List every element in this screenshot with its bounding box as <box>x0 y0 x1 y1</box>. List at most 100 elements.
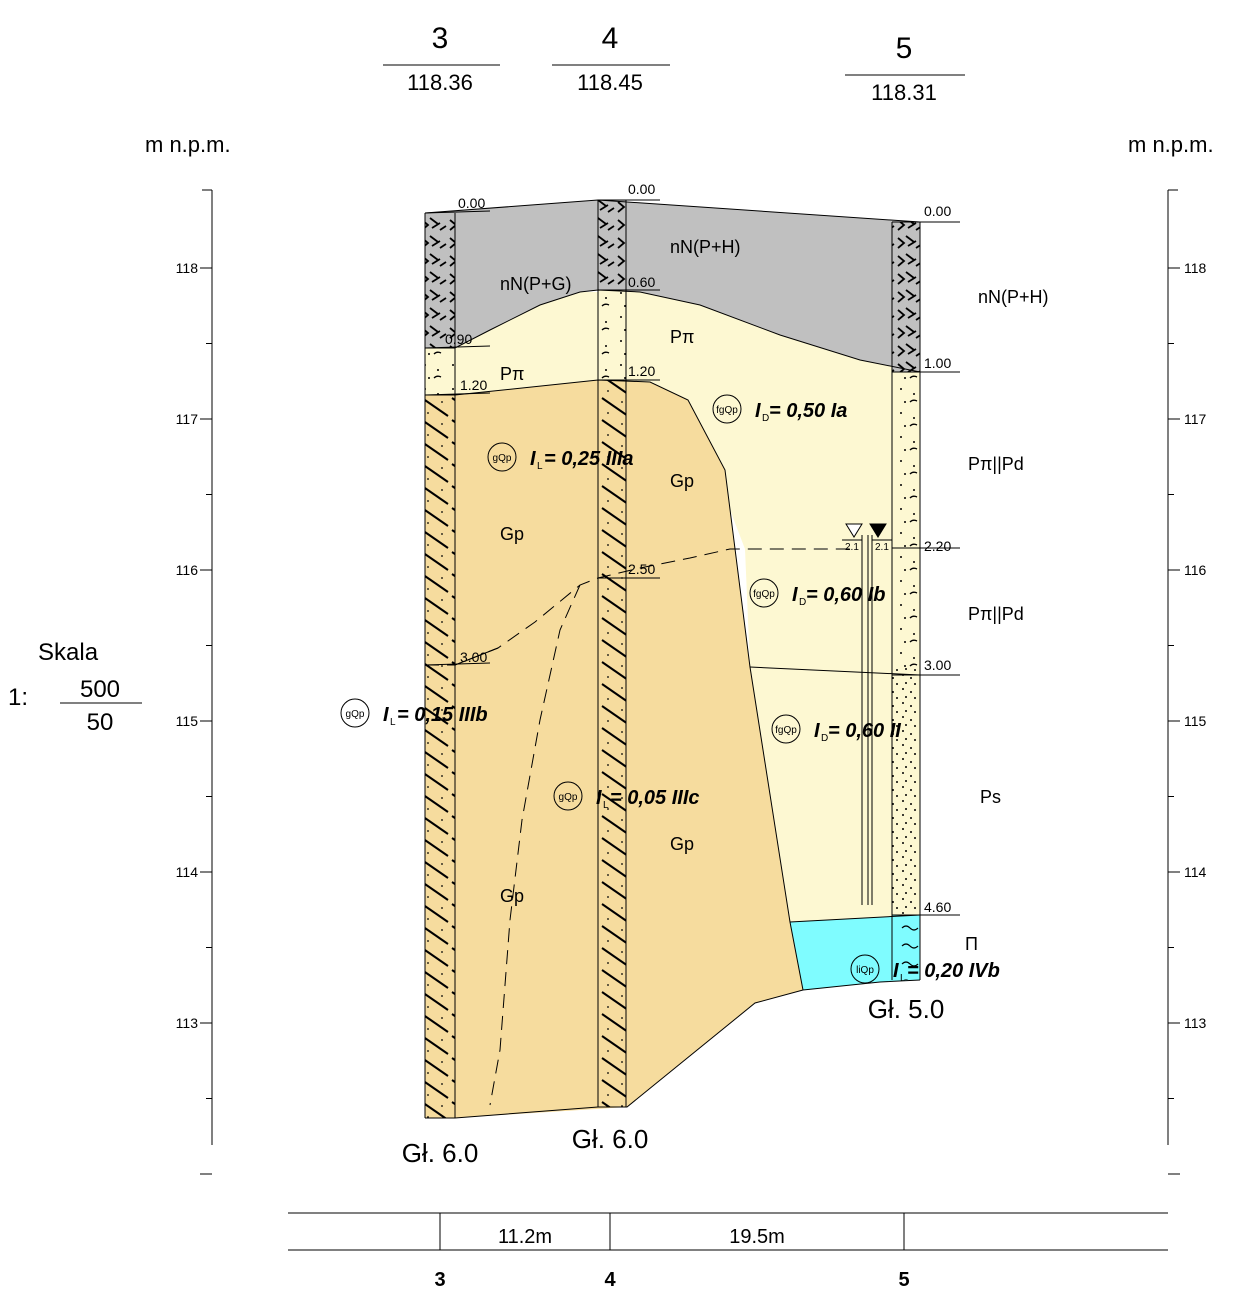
axis-label-left: 114 <box>176 864 199 880</box>
depth-b3-2: 1.20 <box>460 377 487 393</box>
index-il-005-iiic-index-value: = 0,05 IIIc <box>610 787 700 809</box>
axis-label-right: 114 <box>1184 864 1207 880</box>
axis-label-right: 117 <box>1184 411 1207 427</box>
axis-label-left: 117 <box>176 411 199 427</box>
boundary-pi-bottom <box>802 979 921 991</box>
soil-label-gp-3: Gp <box>670 834 694 854</box>
index-id-050-ia-geo-symbol: fgQp <box>716 405 738 416</box>
index-il-020-ivb-index-value: = 0,20 IVb <box>907 960 1000 982</box>
scale-numerator: 500 <box>80 676 120 703</box>
table-borehole-4: 4 <box>604 1269 616 1289</box>
scale-prefix: 1: <box>8 684 28 711</box>
depth-tick-b3-2 <box>424 392 491 396</box>
soil-label-nn-ph-center: nN(P+H) <box>670 237 741 257</box>
borehole-4-elevation: 118.45 <box>577 70 643 95</box>
depth-b5-0: 0.00 <box>924 203 951 219</box>
water-level-label-2: 2.1 <box>875 542 889 553</box>
layer-fill-pi <box>790 915 920 990</box>
index-id-050-ia-geo-circle <box>712 394 742 424</box>
index-il-025-iiia-geo-symbol: gQp <box>493 453 512 464</box>
boundary-pi <box>789 914 921 923</box>
borehole-5-il <box>892 915 920 980</box>
boundary-b3-300 <box>454 647 499 666</box>
axis-label-left: 115 <box>176 713 199 729</box>
soil-label-ppi-center: Pπ <box>670 327 694 347</box>
scale-denominator: 50 <box>87 709 114 736</box>
index-id-060-ib-index-value: = 0,60 Ib <box>806 584 886 606</box>
index-id-060-ib-index-sub: D <box>799 597 806 608</box>
depth-b3-3: 3.00 <box>460 649 487 665</box>
dashed-boundary-lower <box>489 584 581 1106</box>
distance-3-4: 11.2m <box>498 1226 552 1248</box>
index-il-005-iiic-index-sub: L <box>603 800 609 811</box>
unit-label-right: m n.p.m. <box>1128 132 1214 157</box>
index-il-020-ivb-geo-symbol: liQp <box>856 965 874 976</box>
index-il-020-ivb-index-sub: L <box>900 973 906 984</box>
soil-label-gp-4: Gp <box>500 886 524 906</box>
index-il-025-iiia-index-sub: L <box>537 461 543 472</box>
borehole-5-piasek-sredni <box>892 667 920 915</box>
borehole-5-number: 5 <box>896 32 913 65</box>
depth-b4-1: 0.60 <box>628 274 655 290</box>
index-id-060-ib-geo-circle <box>749 578 779 608</box>
index-id-060-ib-index-letter: I <box>792 584 798 606</box>
water-level-label-1: 2.1 <box>845 542 859 553</box>
index-id-060-ii-geo-circle <box>771 714 801 744</box>
depth-b4-3: 2.50 <box>628 561 655 577</box>
index-il-025-iiia-geo-circle <box>487 442 517 472</box>
soil-label-gp-1: Gp <box>670 471 694 491</box>
borehole-5-elevation: 118.31 <box>871 80 937 105</box>
soil-label-pi: Π <box>965 934 978 954</box>
depth-b5-1: 1.00 <box>924 355 951 371</box>
borehole-3-nasyp <box>425 213 455 348</box>
table-borehole-5: 5 <box>898 1269 909 1289</box>
index-il-015-iiib-geo-symbol: gQp <box>346 709 365 720</box>
axis-label-right: 118 <box>1184 260 1207 276</box>
water-level-initial-icon <box>845 523 863 538</box>
depth-tick-b3-3 <box>424 662 491 666</box>
borehole-3-number: 3 <box>432 22 449 55</box>
boundary-bottom <box>425 989 804 1119</box>
borehole-5-piasek <box>892 372 920 667</box>
water-level-steady-icon <box>869 523 887 538</box>
index-id-060-ii-geo-symbol: fgQp <box>775 725 797 736</box>
soil-label-nn-ph-right: nN(P+H) <box>978 287 1049 307</box>
index-id-060-ib-geo-symbol: fgQp <box>753 589 775 600</box>
borehole-4-depth: Gł. 6.0 <box>572 1124 649 1154</box>
axis-label-right: 116 <box>1184 562 1207 578</box>
borehole-4-glina <box>598 380 626 1107</box>
soil-label-gp-2: Gp <box>500 524 524 544</box>
index-il-005-iiic-geo-circle <box>553 781 583 811</box>
boundary-glina <box>425 379 804 991</box>
index-il-015-iiib-index-sub: L <box>390 717 396 728</box>
index-id-060-ii-index-sub: D <box>821 733 828 744</box>
unit-label-left: m n.p.m. <box>145 132 231 157</box>
soil-label-ppi-pd-1: Pπ||Pd <box>968 454 1024 474</box>
borehole-3-glina <box>425 395 455 1118</box>
depth-b5-3: 3.00 <box>924 657 951 673</box>
layer-fill-ppi-pd-ps <box>745 548 920 922</box>
borehole-3-elevation: 118.36 <box>407 70 473 95</box>
borehole-4-nasyp <box>598 200 626 290</box>
index-il-020-ivb-geo-circle <box>850 954 880 984</box>
axis-label-left: 113 <box>176 1015 199 1031</box>
borehole-5-depth: Gł. 5.0 <box>868 994 945 1024</box>
soil-label-ps: Ps <box>980 787 1001 807</box>
distance-4-5: 19.5m <box>729 1226 785 1248</box>
index-il-005-iiic-geo-symbol: gQp <box>559 792 578 803</box>
axis-label-right: 113 <box>1184 1015 1207 1031</box>
depth-b3-0: 0.00 <box>458 195 485 211</box>
depth-tick-b3-0 <box>424 210 491 214</box>
scale-label: Skala <box>38 639 99 666</box>
table-borehole-3: 3 <box>434 1269 445 1289</box>
index-il-025-iiia-index-letter: I <box>530 448 536 470</box>
borehole-4-number: 4 <box>602 22 619 55</box>
axis-label-left: 118 <box>176 260 199 276</box>
index-id-060-ii-index-letter: I <box>814 720 820 742</box>
layer-fill-ppi <box>425 292 920 549</box>
depth-b4-2: 1.20 <box>628 363 655 379</box>
depth-b4-0: 0.00 <box>628 181 655 197</box>
layer-fill-nn-ph <box>598 200 920 372</box>
